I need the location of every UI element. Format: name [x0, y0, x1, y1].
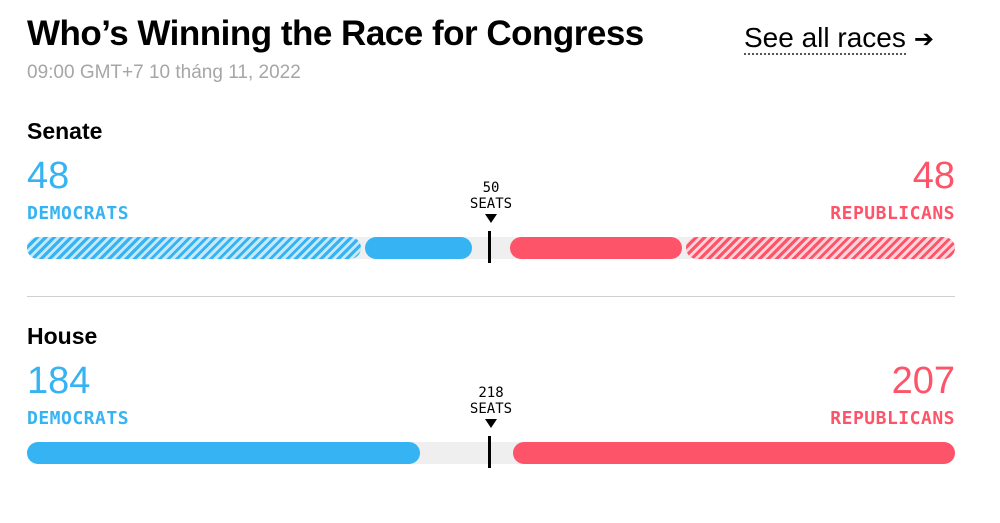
chamber-title-senate: Senate	[27, 118, 103, 144]
majority-threshold: 218 SEATS	[460, 385, 522, 428]
republican-seat-count: 207	[891, 360, 955, 402]
majority-threshold: 50 SEATS	[460, 180, 522, 223]
arrow-right-icon: ➔	[913, 26, 934, 53]
senate-race: Senate 48 DEMOCRATS 48 REPUBLICANS 50 SE…	[0, 118, 1000, 318]
democrat-not-up-segment	[27, 237, 362, 259]
see-all-races-label[interactable]: See all races	[744, 22, 906, 55]
section-divider	[27, 296, 955, 297]
republican-won-segment	[509, 237, 682, 259]
chamber-title-house: House	[27, 323, 98, 349]
republican-label: REPUBLICANS	[830, 203, 955, 224]
democrat-label: DEMOCRATS	[27, 408, 130, 429]
triangle-down-icon	[485, 214, 497, 223]
see-all-races-link[interactable]: See all races ➔	[744, 22, 934, 55]
republican-seat-count: 48	[912, 155, 955, 197]
republican-won-segment	[513, 442, 955, 464]
majority-seat-number: 218	[478, 385, 504, 401]
democrat-won-segment	[365, 237, 473, 259]
house-race: House 184 DEMOCRATS 207 REPUBLICANS 218 …	[0, 323, 1000, 523]
majority-line	[488, 231, 491, 263]
triangle-down-icon	[485, 419, 497, 428]
page-title: Who’s Winning the Race for Congress	[27, 14, 644, 53]
republican-not-up-segment	[685, 237, 955, 259]
democrat-label: DEMOCRATS	[27, 203, 130, 224]
seat-progress-bar	[27, 442, 955, 464]
updated-timestamp: 09:00 GMT+7 10 tháng 11, 2022	[27, 62, 301, 83]
majority-line	[488, 436, 491, 468]
democrat-won-segment	[27, 442, 420, 464]
republican-label: REPUBLICANS	[830, 408, 955, 429]
majority-seat-unit: SEATS	[469, 196, 513, 212]
democrat-seat-count: 48	[27, 155, 70, 197]
majority-seat-number: 50	[482, 180, 500, 196]
seat-progress-bar	[27, 237, 955, 259]
majority-seat-unit: SEATS	[469, 401, 513, 417]
democrat-seat-count: 184	[27, 360, 91, 402]
